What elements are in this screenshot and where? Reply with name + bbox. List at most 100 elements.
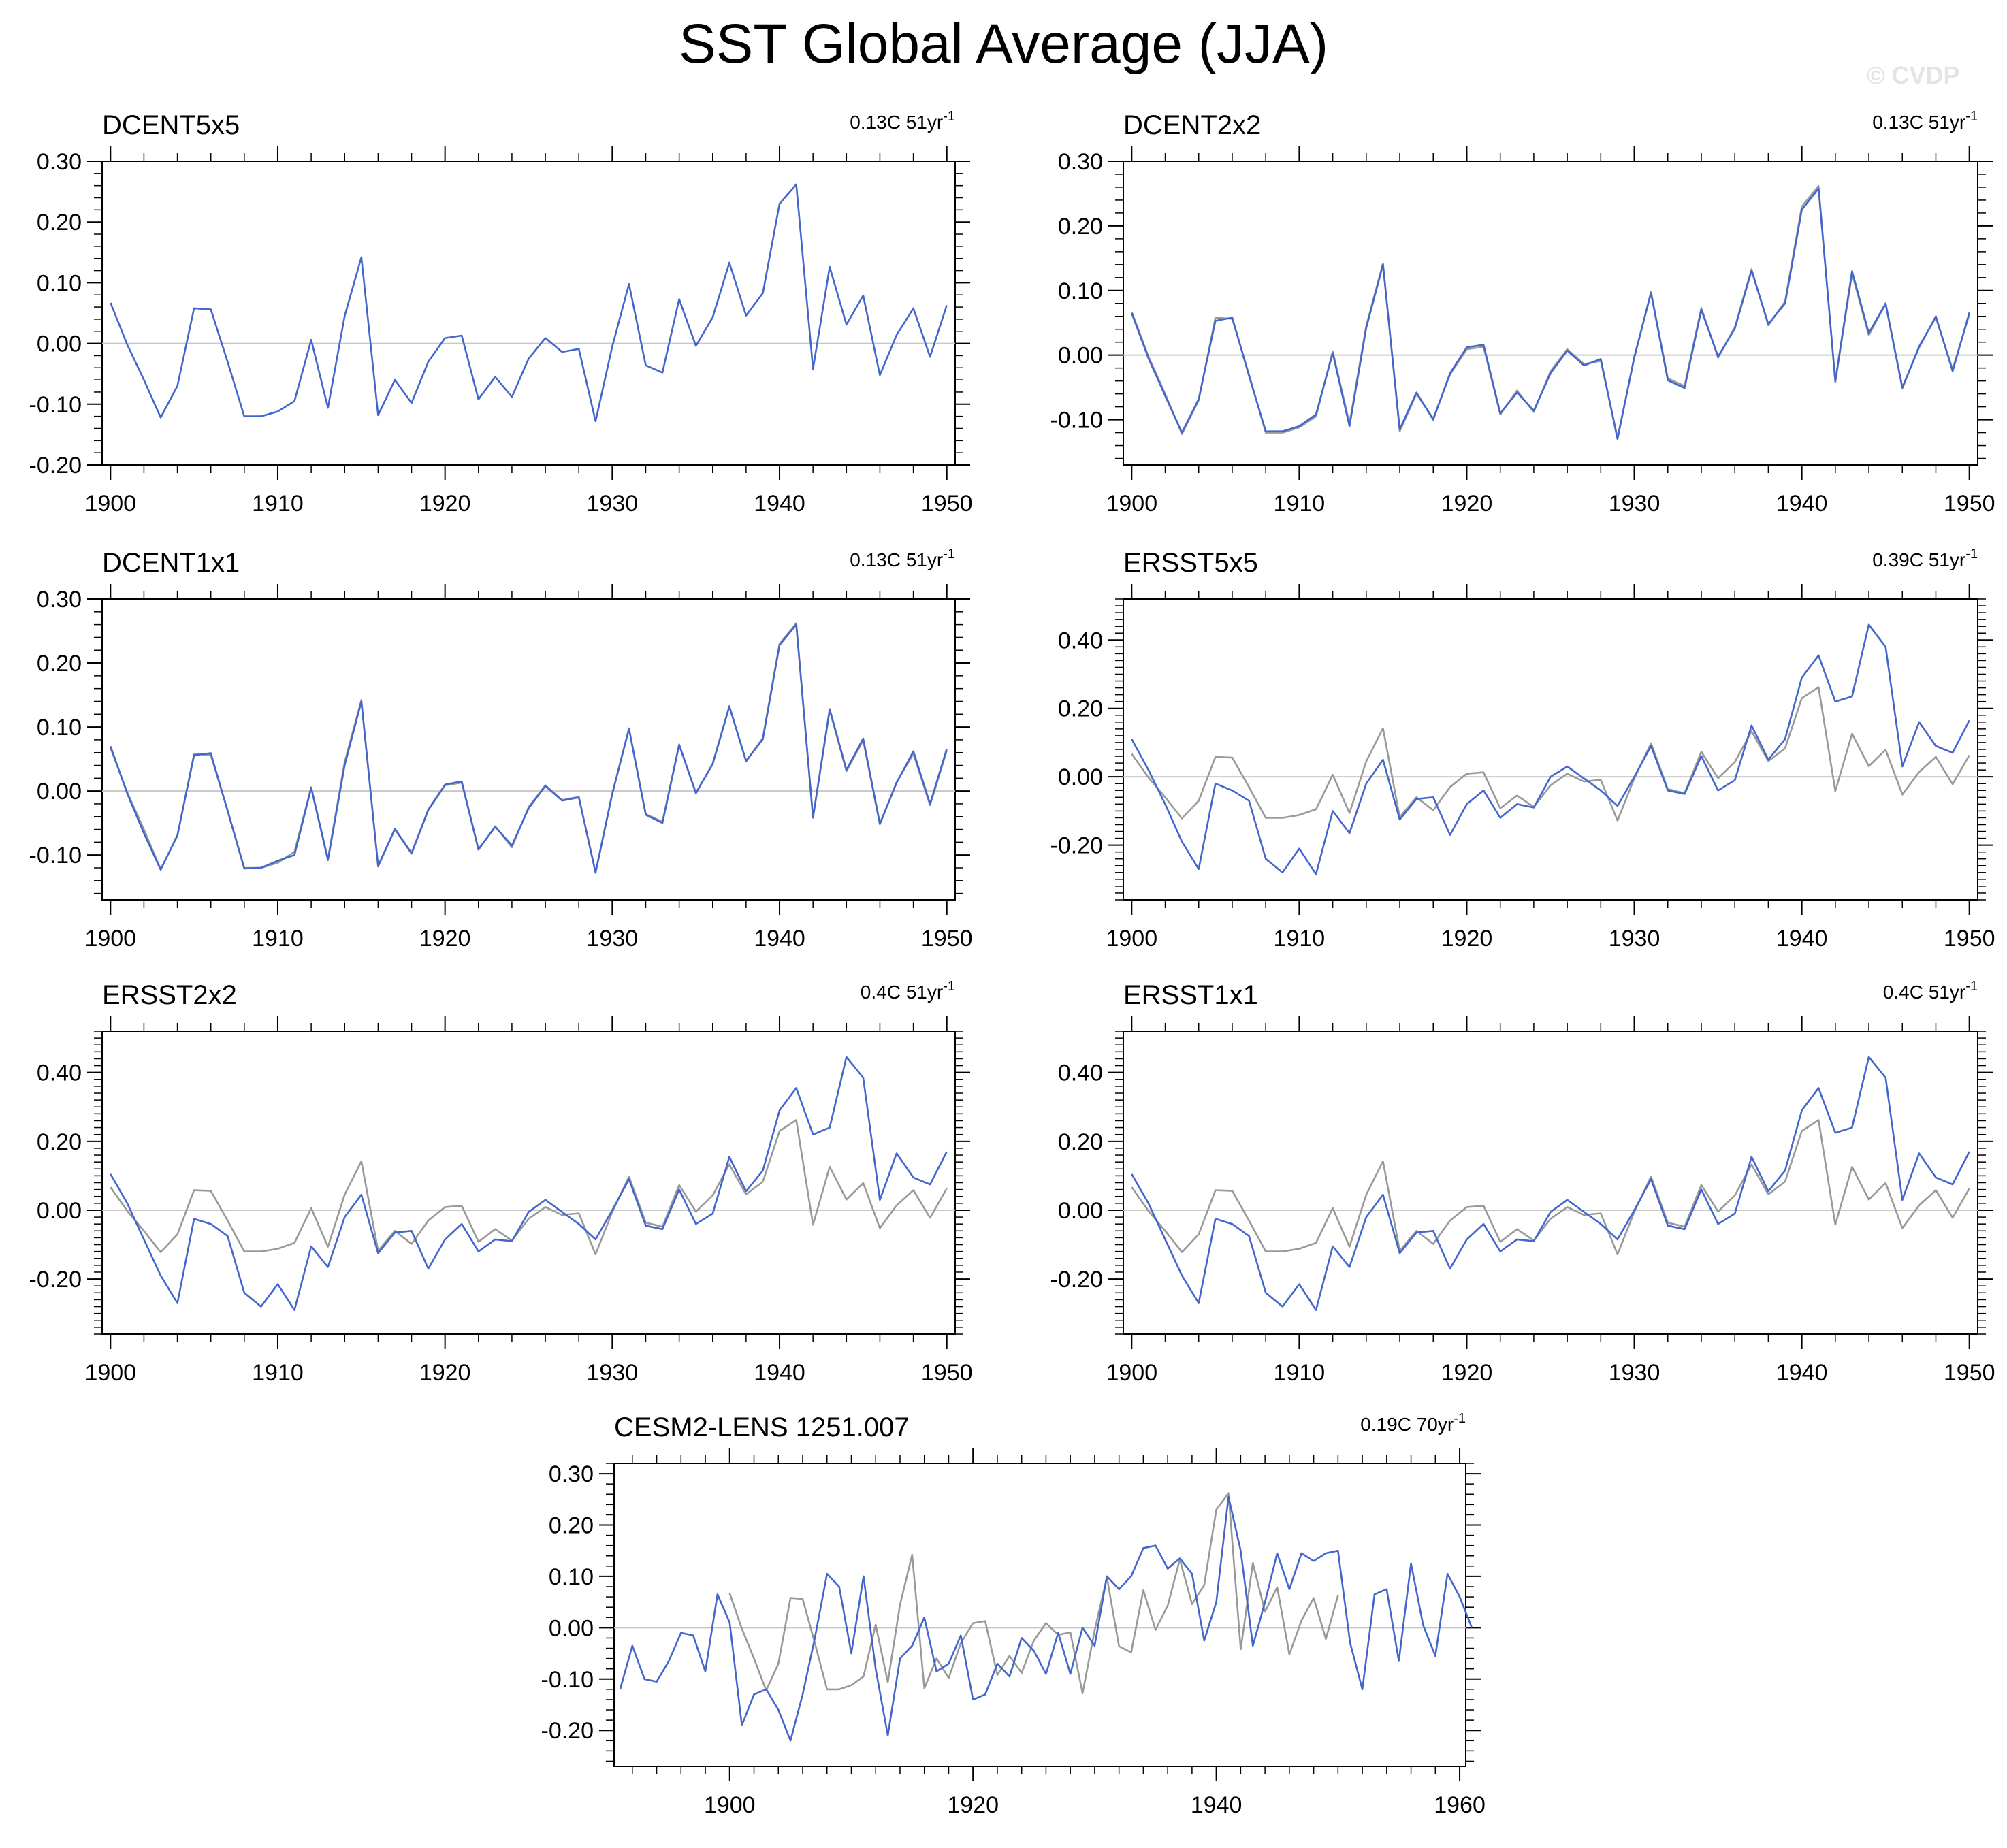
y-tick-label: 0.00 bbox=[549, 1615, 594, 1641]
trend-label: 0.13C 51yr-1 bbox=[850, 109, 955, 133]
obs-series-line bbox=[110, 1119, 948, 1255]
model-series-line bbox=[619, 1495, 1473, 1742]
trend-label: 0.4C 51yr-1 bbox=[861, 979, 955, 1003]
y-tick-label: 0.00 bbox=[37, 779, 82, 805]
x-tick-label: 1920 bbox=[1441, 1360, 1493, 1386]
panel-title: DCENT2x2 bbox=[1123, 110, 1261, 140]
y-tick-label: 0.20 bbox=[1058, 696, 1103, 722]
trend-value: 0.39C 51yr bbox=[1872, 549, 1965, 570]
x-tick-label: 1900 bbox=[84, 1360, 136, 1386]
trend-label: 0.4C 51yr-1 bbox=[1883, 979, 1978, 1003]
panel-1: -0.10 0.00 0.10 0.20 0.30 1900 1910 1920 1930 194… bbox=[1050, 109, 1995, 517]
y-tick-label: 0.10 bbox=[1058, 278, 1103, 304]
x-tick-label: 1900 bbox=[1106, 491, 1157, 517]
x-tick-label: 1950 bbox=[921, 1360, 973, 1386]
x-tick-label: 1930 bbox=[1609, 926, 1660, 952]
y-tick-label: 0.40 bbox=[1058, 628, 1103, 653]
x-tick-label: 1900 bbox=[704, 1792, 756, 1818]
plot-frame bbox=[101, 161, 956, 466]
cvdp-watermark: © CVDP bbox=[1867, 61, 1960, 89]
trend-exponent: -1 bbox=[1965, 109, 1978, 124]
trend-value: 0.19C 70yr bbox=[1360, 1414, 1454, 1435]
obs-series-line bbox=[728, 1492, 1339, 1695]
x-tick-label: 1900 bbox=[1106, 1360, 1157, 1386]
panel-5: -0.20 0.00 0.20 0.40 1900 1910 1920 1930 1940 195… bbox=[1050, 979, 1995, 1386]
model-series-line bbox=[1131, 187, 1970, 440]
obs-series-line bbox=[1131, 1119, 1970, 1255]
x-tick-label: 1910 bbox=[252, 491, 304, 517]
y-tick-label: 0.10 bbox=[549, 1564, 594, 1590]
trend-label: 0.13C 51yr-1 bbox=[1872, 109, 1978, 133]
plot-frame bbox=[1123, 1031, 1978, 1335]
x-tick-label: 1900 bbox=[84, 926, 136, 952]
y-tick-label: -0.20 bbox=[541, 1718, 594, 1744]
trend-exponent: -1 bbox=[943, 979, 955, 994]
x-tick-label: 1950 bbox=[921, 491, 973, 517]
panel-title: DCENT1x1 bbox=[102, 548, 240, 578]
y-tick-label: 0.00 bbox=[1058, 1198, 1103, 1224]
x-tick-label: 1920 bbox=[419, 926, 471, 952]
y-tick-label: -0.10 bbox=[541, 1667, 594, 1693]
x-tick-label: 1950 bbox=[1944, 926, 1995, 952]
trend-value: 0.4C 51yr bbox=[861, 982, 943, 1003]
plot-frame bbox=[613, 1463, 1466, 1767]
y-tick-label: 0.00 bbox=[37, 1198, 82, 1224]
y-tick-label: 0.00 bbox=[37, 331, 82, 357]
x-tick-label: 1910 bbox=[1274, 1360, 1326, 1386]
x-tick-label: 1930 bbox=[1609, 491, 1660, 517]
trend-label: 0.19C 70yr-1 bbox=[1360, 1411, 1466, 1435]
x-tick-label: 1900 bbox=[84, 491, 136, 517]
y-tick-label: 0.30 bbox=[549, 1461, 594, 1487]
x-tick-label: 1920 bbox=[1441, 926, 1493, 952]
y-tick-label: -0.10 bbox=[1050, 408, 1104, 434]
x-tick-label: 1930 bbox=[587, 926, 639, 952]
y-tick-label: 0.00 bbox=[1058, 343, 1103, 369]
trend-exponent: -1 bbox=[1965, 979, 1978, 994]
x-tick-label: 1910 bbox=[252, 926, 304, 952]
figure-title: SST Global Average (JJA) bbox=[678, 13, 1329, 75]
x-tick-label: 1920 bbox=[419, 491, 471, 517]
plot-frame bbox=[1123, 598, 1978, 901]
panel-2: -0.10 0.00 0.10 0.20 0.30 1900 1910 1920 1930 194… bbox=[29, 547, 973, 952]
y-tick-label: 0.20 bbox=[549, 1513, 594, 1539]
trend-exponent: -1 bbox=[943, 109, 955, 124]
plot-frame bbox=[101, 1031, 956, 1335]
y-tick-label: -0.20 bbox=[29, 1267, 82, 1293]
x-tick-label: 1960 bbox=[1434, 1792, 1486, 1818]
panel-4: -0.20 0.00 0.20 0.40 1900 1910 1920 1930 1940 195… bbox=[29, 979, 973, 1386]
panel-title: CESM2-LENS 1251.007 bbox=[614, 1412, 910, 1442]
panel-title: ERSST2x2 bbox=[102, 980, 237, 1010]
model-series-line bbox=[110, 183, 948, 423]
y-tick-label: 0.20 bbox=[37, 210, 82, 236]
y-tick-label: -0.10 bbox=[29, 392, 82, 418]
y-tick-label: 0.20 bbox=[37, 1129, 82, 1155]
y-tick-label: 0.40 bbox=[37, 1060, 82, 1086]
model-series-line bbox=[110, 623, 948, 873]
model-series-line bbox=[110, 1056, 948, 1311]
x-tick-label: 1950 bbox=[1944, 1360, 1995, 1386]
x-tick-label: 1940 bbox=[1776, 926, 1828, 952]
x-tick-label: 1940 bbox=[754, 491, 805, 517]
x-tick-label: 1920 bbox=[947, 1792, 999, 1818]
x-tick-label: 1940 bbox=[1776, 1360, 1828, 1386]
panel-0: -0.20 -0.10 0.00 0.10 0.20 0.30 1900 1910 1920 19… bbox=[29, 109, 973, 517]
trend-exponent: -1 bbox=[1965, 547, 1978, 562]
y-tick-label: 0.00 bbox=[1058, 764, 1103, 790]
x-tick-label: 1900 bbox=[1106, 926, 1157, 952]
obs-series-line bbox=[1131, 184, 1970, 439]
trend-value: 0.13C 51yr bbox=[850, 549, 943, 570]
panel-6: -0.20 -0.10 0.00 0.10 0.20 0.30 1900 1920 1940 19… bbox=[541, 1411, 1486, 1818]
x-tick-label: 1920 bbox=[419, 1360, 471, 1386]
panel-title: ERSST1x1 bbox=[1123, 980, 1258, 1010]
x-tick-label: 1910 bbox=[252, 1360, 304, 1386]
y-tick-label: -0.10 bbox=[29, 843, 82, 869]
x-tick-label: 1950 bbox=[921, 926, 973, 952]
trend-value: 0.4C 51yr bbox=[1883, 982, 1965, 1003]
model-series-line bbox=[1131, 1056, 1970, 1311]
y-tick-label: 0.20 bbox=[1058, 1129, 1103, 1155]
plot-frame bbox=[1123, 161, 1978, 466]
obs-series-line bbox=[110, 622, 948, 874]
trend-value: 0.13C 51yr bbox=[1872, 112, 1965, 133]
